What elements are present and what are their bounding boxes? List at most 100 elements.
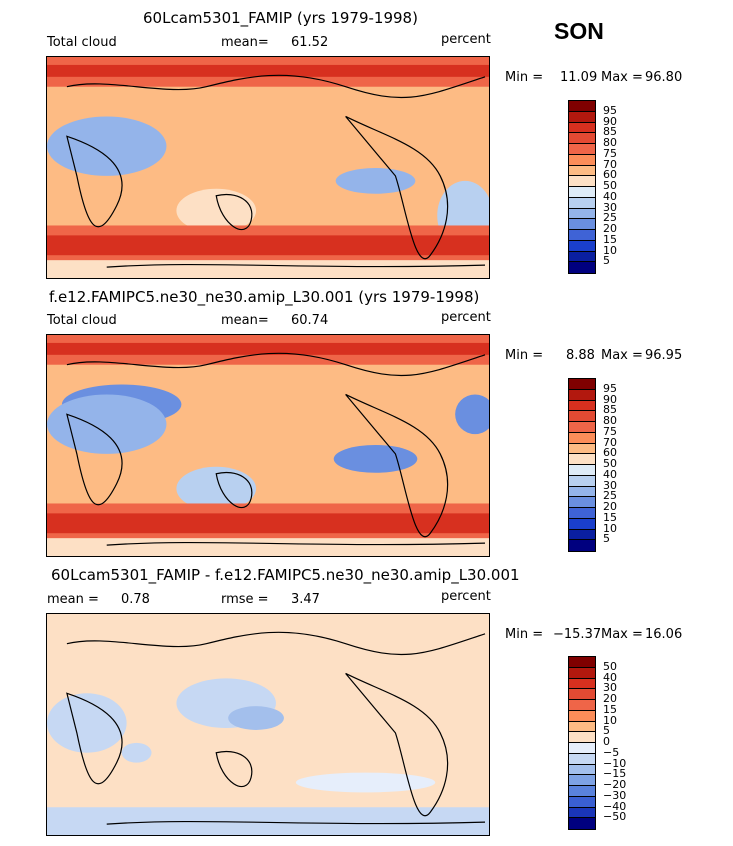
colorbar-tick-label: −15 — [603, 767, 627, 781]
panel2-title: f.e12.FAMIPC5.ne30_ne30.amip_L30.001 (yr… — [49, 288, 480, 306]
colorbar-swatch — [569, 700, 595, 711]
colorbar-swatch — [569, 262, 595, 273]
colorbar-tick-label: −5 — [603, 745, 620, 759]
colorbar-swatch — [569, 432, 595, 444]
panel3-min-value: −15.37 — [553, 627, 602, 642]
panel1-max-label: Max = — [601, 70, 643, 85]
colorbar-swatch — [569, 710, 595, 722]
colorbar-tick-label: 80 — [603, 136, 617, 149]
colorbar-swatch — [569, 807, 595, 819]
colorbar-tick-label: 95 — [603, 381, 617, 395]
colorbar-swatch — [569, 775, 595, 786]
colorbar-swatch — [569, 133, 595, 144]
colorbar-tick-label: 80 — [603, 414, 617, 427]
colorbar-swatch — [569, 251, 595, 263]
colorbar-swatch — [569, 176, 595, 187]
colorbar-tick-label: 50 — [603, 457, 617, 470]
colorbar-swatch — [569, 732, 595, 743]
colorbar-swatch — [569, 154, 595, 166]
colorbar-tick-label: 20 — [603, 692, 617, 705]
colorbar-tick-label: 60 — [603, 168, 617, 182]
colorbar-tick-label: 70 — [603, 435, 617, 449]
panel3-mean-label: mean = — [47, 592, 99, 607]
panel1-min-value: 11.09 — [560, 70, 598, 85]
colorbar-tick-label: 95 — [603, 103, 617, 117]
colorbar-swatch — [569, 443, 595, 455]
colorbar-swatch — [569, 540, 595, 551]
colorbar-swatch — [569, 657, 595, 668]
panel1-title: 60Lcam5301_FAMIP (yrs 1979-1998) — [143, 9, 418, 27]
colorbar-tick-label: −10 — [603, 756, 627, 770]
panel2-max-value: 96.95 — [645, 348, 683, 363]
panel1-mean-label: mean= — [221, 35, 269, 50]
colorbar-tick-label: −20 — [603, 778, 627, 791]
colorbar-swatch — [569, 422, 595, 433]
colorbar-tick-label: 85 — [603, 125, 617, 139]
colorbar-tick-label: 5 — [603, 254, 610, 268]
colorbar-tick-label: 75 — [603, 146, 617, 160]
colorbar-tick-label: 25 — [603, 211, 617, 225]
panel2-colorbar — [568, 378, 596, 552]
colorbar-swatch — [569, 753, 595, 765]
panel3-min-label: Min = — [505, 627, 544, 642]
colorbar-tick-label: 30 — [603, 200, 617, 214]
season-label: SON — [554, 18, 604, 44]
panel3-rmse-value: 3.47 — [291, 592, 320, 607]
colorbar-tick-label: 30 — [603, 681, 617, 695]
colorbar-swatch — [569, 475, 595, 487]
panel1-left-label: Total cloud — [47, 35, 117, 50]
panel1-max-value: 96.80 — [645, 70, 683, 85]
colorbar-tick-label: 75 — [603, 424, 617, 438]
colorbar-tick-label: 85 — [603, 403, 617, 417]
colorbar-swatch — [569, 743, 595, 754]
panel2-left-label: Total cloud — [47, 313, 117, 328]
colorbar-swatch — [569, 187, 595, 198]
colorbar-tick-label: 20 — [603, 500, 617, 513]
panel1-colorbar — [568, 100, 596, 274]
colorbar-tick-label: 60 — [603, 446, 617, 460]
panel2-min-label: Min = — [505, 348, 544, 363]
panel3-max-label: Max = — [601, 627, 643, 642]
panel1-mean-value: 61.52 — [291, 35, 329, 50]
panel2-min-value: 8.88 — [566, 348, 595, 363]
colorbar-swatch — [569, 165, 595, 177]
colorbar-swatch — [569, 122, 595, 134]
panel2-units: percent — [441, 310, 491, 325]
colorbar-tick-label: 70 — [603, 157, 617, 171]
panel3-rmse-label: rmse = — [221, 592, 269, 607]
panel1-min-label: Min = — [505, 70, 544, 85]
colorbar-swatch — [569, 786, 595, 797]
colorbar-swatch — [569, 667, 595, 679]
colorbar-swatch — [569, 379, 595, 390]
colorbar-tick-label: 40 — [603, 670, 617, 684]
colorbar-tick-label: 10 — [603, 243, 617, 257]
colorbar-swatch — [569, 508, 595, 519]
colorbar-tick-label: 90 — [603, 392, 617, 406]
colorbar-swatch — [569, 465, 595, 476]
colorbar-swatch — [569, 208, 595, 220]
panel3-map — [46, 613, 490, 836]
colorbar-tick-label: 90 — [603, 114, 617, 128]
panel2-mean-value: 60.74 — [291, 313, 329, 328]
panel1-map-svg — [47, 57, 489, 278]
colorbar-swatch — [569, 764, 595, 776]
panel3-mean-value: 0.78 — [121, 592, 150, 607]
panel3-title: 60Lcam5301_FAMIP - f.e12.FAMIPC5.ne30_ne… — [51, 566, 520, 584]
panel1-units: percent — [441, 32, 491, 47]
colorbar-tick-label: 40 — [603, 189, 617, 203]
colorbar-swatch — [569, 678, 595, 690]
colorbar-swatch — [569, 486, 595, 498]
panel3-units: percent — [441, 589, 491, 604]
colorbar-tick-label: 30 — [603, 478, 617, 492]
panel3-colorbar — [568, 656, 596, 830]
colorbar-swatch — [569, 529, 595, 541]
panel1-map — [46, 56, 490, 279]
colorbar-tick-label: 20 — [603, 222, 617, 235]
colorbar-swatch — [569, 689, 595, 700]
colorbar-swatch — [569, 721, 595, 733]
panel3-map-svg — [47, 614, 489, 835]
panel2-map — [46, 334, 490, 557]
colorbar-swatch — [569, 796, 595, 808]
colorbar-swatch — [569, 518, 595, 530]
colorbar-swatch — [569, 400, 595, 412]
